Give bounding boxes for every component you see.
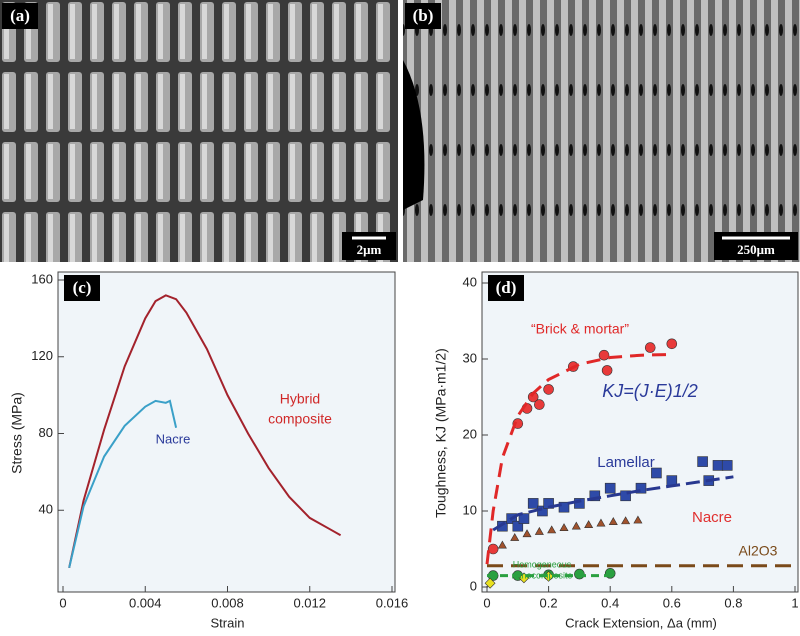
y-tick-label: 160 — [31, 271, 53, 286]
series-line — [492, 475, 734, 532]
x-tick-label: 0.4 — [601, 595, 619, 610]
annotation: KJ=(J·E)1/2 — [602, 381, 698, 401]
point — [534, 526, 544, 535]
sem-image — [403, 0, 800, 262]
label-box — [405, 3, 441, 29]
annotation: Hybrid — [280, 391, 320, 407]
point — [547, 525, 557, 534]
x-tick-label: 0.8 — [724, 595, 742, 610]
point — [721, 460, 733, 471]
x-tick-label: 0.012 — [293, 595, 326, 610]
series-line — [68, 294, 342, 569]
x-tick-label: 0.6 — [663, 595, 681, 610]
x-tick-label: 0 — [59, 595, 66, 610]
point — [651, 467, 662, 479]
point — [484, 577, 496, 589]
point — [644, 342, 656, 353]
point — [543, 384, 554, 395]
y-axis-label: Toughness, KJ (MPa·m1/2) — [433, 348, 449, 518]
annotation: nanocomposite — [511, 570, 572, 580]
point — [601, 365, 613, 376]
plot-area — [481, 271, 799, 593]
point — [604, 482, 616, 494]
x-axis-label: Strain — [211, 615, 245, 630]
point — [584, 520, 594, 528]
x-tick-label: 0.016 — [376, 595, 409, 610]
y-tick-label: 40 — [463, 274, 477, 289]
annotation: “Brick & mortar” — [531, 321, 629, 337]
label-box — [488, 275, 524, 301]
x-tick-label: 0.008 — [211, 595, 244, 610]
sem-image — [0, 0, 398, 262]
annotation: Al2O3 — [739, 543, 778, 559]
y-axis-label: Stress (MPa) — [9, 392, 25, 474]
point — [596, 518, 606, 527]
panel-label: (c) — [73, 278, 92, 297]
point — [510, 532, 520, 541]
point — [697, 456, 708, 467]
panel-label: (a) — [10, 6, 30, 25]
annotation: Lamellar — [597, 454, 655, 471]
y-tick-label: 10 — [463, 502, 477, 517]
panel-label: (b) — [413, 6, 434, 25]
scale-label: 250μm — [737, 242, 775, 257]
point — [497, 540, 507, 549]
x-tick-label: 0.2 — [540, 595, 558, 610]
point — [608, 517, 618, 525]
plot-area — [57, 271, 396, 593]
y-tick-label: 30 — [463, 350, 477, 365]
x-tick-label: 0.004 — [129, 595, 162, 610]
point — [559, 523, 569, 532]
point — [635, 482, 647, 494]
point — [620, 490, 631, 502]
point — [512, 520, 524, 532]
point — [527, 498, 539, 509]
annotation: Nacre — [156, 431, 191, 446]
point — [666, 338, 678, 350]
x-tick-label: 0 — [483, 595, 490, 610]
annotation: composite — [268, 411, 332, 427]
x-tick-label: 1 — [791, 595, 798, 610]
point — [522, 529, 532, 538]
point — [487, 543, 499, 555]
point — [621, 516, 631, 525]
point — [571, 521, 581, 530]
y-tick-label: 120 — [31, 348, 53, 363]
label-box — [64, 275, 100, 301]
y-tick-label: 0 — [470, 578, 477, 593]
point — [598, 349, 610, 361]
x-axis-label: Crack Extension, Δa (mm) — [565, 615, 717, 630]
point — [518, 513, 530, 524]
label-box — [2, 3, 38, 29]
y-tick-label: 20 — [463, 426, 477, 441]
scale-label: 2μm — [357, 242, 382, 257]
annotation: Homogeneous — [513, 559, 572, 569]
point — [558, 501, 570, 513]
y-tick-label: 40 — [39, 502, 53, 517]
point — [574, 568, 585, 580]
panel-label: (d) — [496, 278, 517, 297]
y-tick-label: 80 — [39, 425, 53, 440]
annotation: Nacre — [692, 509, 732, 526]
point — [589, 490, 601, 502]
series-line — [68, 399, 178, 569]
point — [712, 460, 724, 471]
point — [534, 399, 545, 410]
crack — [403, 60, 425, 210]
series-line — [485, 352, 672, 565]
point — [633, 515, 643, 524]
